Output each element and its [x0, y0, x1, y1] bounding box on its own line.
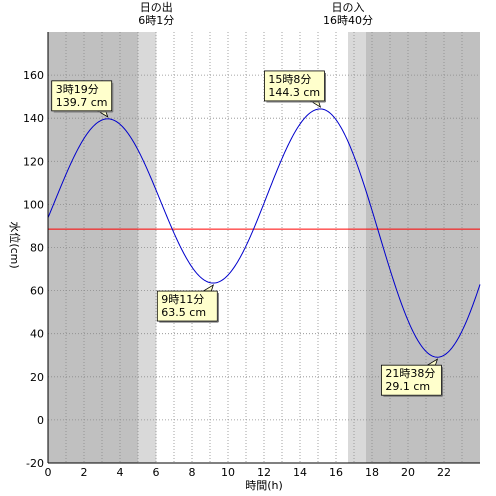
sunset-label: 日の入: [332, 1, 365, 14]
x-tick-label: 16: [329, 466, 343, 479]
callout-box: [380, 364, 442, 396]
y-tick-label: 100: [23, 198, 44, 211]
y-tick-label: -20: [26, 457, 44, 470]
grid-layer: [48, 32, 480, 463]
y-tick-label: 40: [30, 328, 44, 341]
x-tick-label: 18: [365, 466, 379, 479]
y-tick-label: 140: [23, 112, 44, 125]
extremum-time: 9時11分: [161, 293, 204, 306]
x-tick-label: 22: [437, 466, 451, 479]
x-tick-label: 12: [257, 466, 271, 479]
x-tick-label: 10: [221, 466, 235, 479]
x-tick-label: 8: [189, 466, 196, 479]
extremum-level: 144.3 cm: [268, 86, 320, 99]
y-tick-label: 120: [23, 155, 44, 168]
y-tick-label: 80: [30, 242, 44, 255]
sunrise-label: 日の出: [140, 0, 173, 14]
y-tick-label: 160: [23, 69, 44, 82]
callout-box: [51, 80, 113, 112]
y-tick-label: 20: [30, 371, 44, 384]
x-tick-label: 20: [401, 466, 415, 479]
y-tick-label: 0: [37, 414, 44, 427]
y-axis-title: 水位(cm): [8, 221, 22, 268]
extremum-level: 29.1 cm: [385, 380, 430, 393]
frame-layer: [47, 32, 480, 464]
x-tick-label: 2: [81, 466, 88, 479]
extremum-level: 63.5 cm: [161, 306, 206, 319]
extremum-time: 21時38分: [385, 367, 435, 380]
extremum-time: 3時19分: [56, 83, 99, 96]
x-tick-label: 4: [117, 466, 124, 479]
sunrise-time: 6時1分: [138, 14, 174, 27]
series-layer: [47, 108, 481, 358]
x-axis-title: 時間(h): [245, 479, 283, 492]
sunset-time: 16時40分: [323, 14, 373, 27]
x-tick-label: 6: [153, 466, 160, 479]
x-tick-label: 0: [45, 466, 52, 479]
callout-box: [263, 70, 325, 102]
x-tick-label: 14: [293, 466, 307, 479]
tide-series-line: [47, 108, 481, 358]
extremum-level: 139.7 cm: [56, 96, 108, 109]
y-tick-label: 60: [30, 285, 44, 298]
extremum-time: 15時8分: [268, 73, 311, 86]
callout-box: [156, 290, 218, 322]
